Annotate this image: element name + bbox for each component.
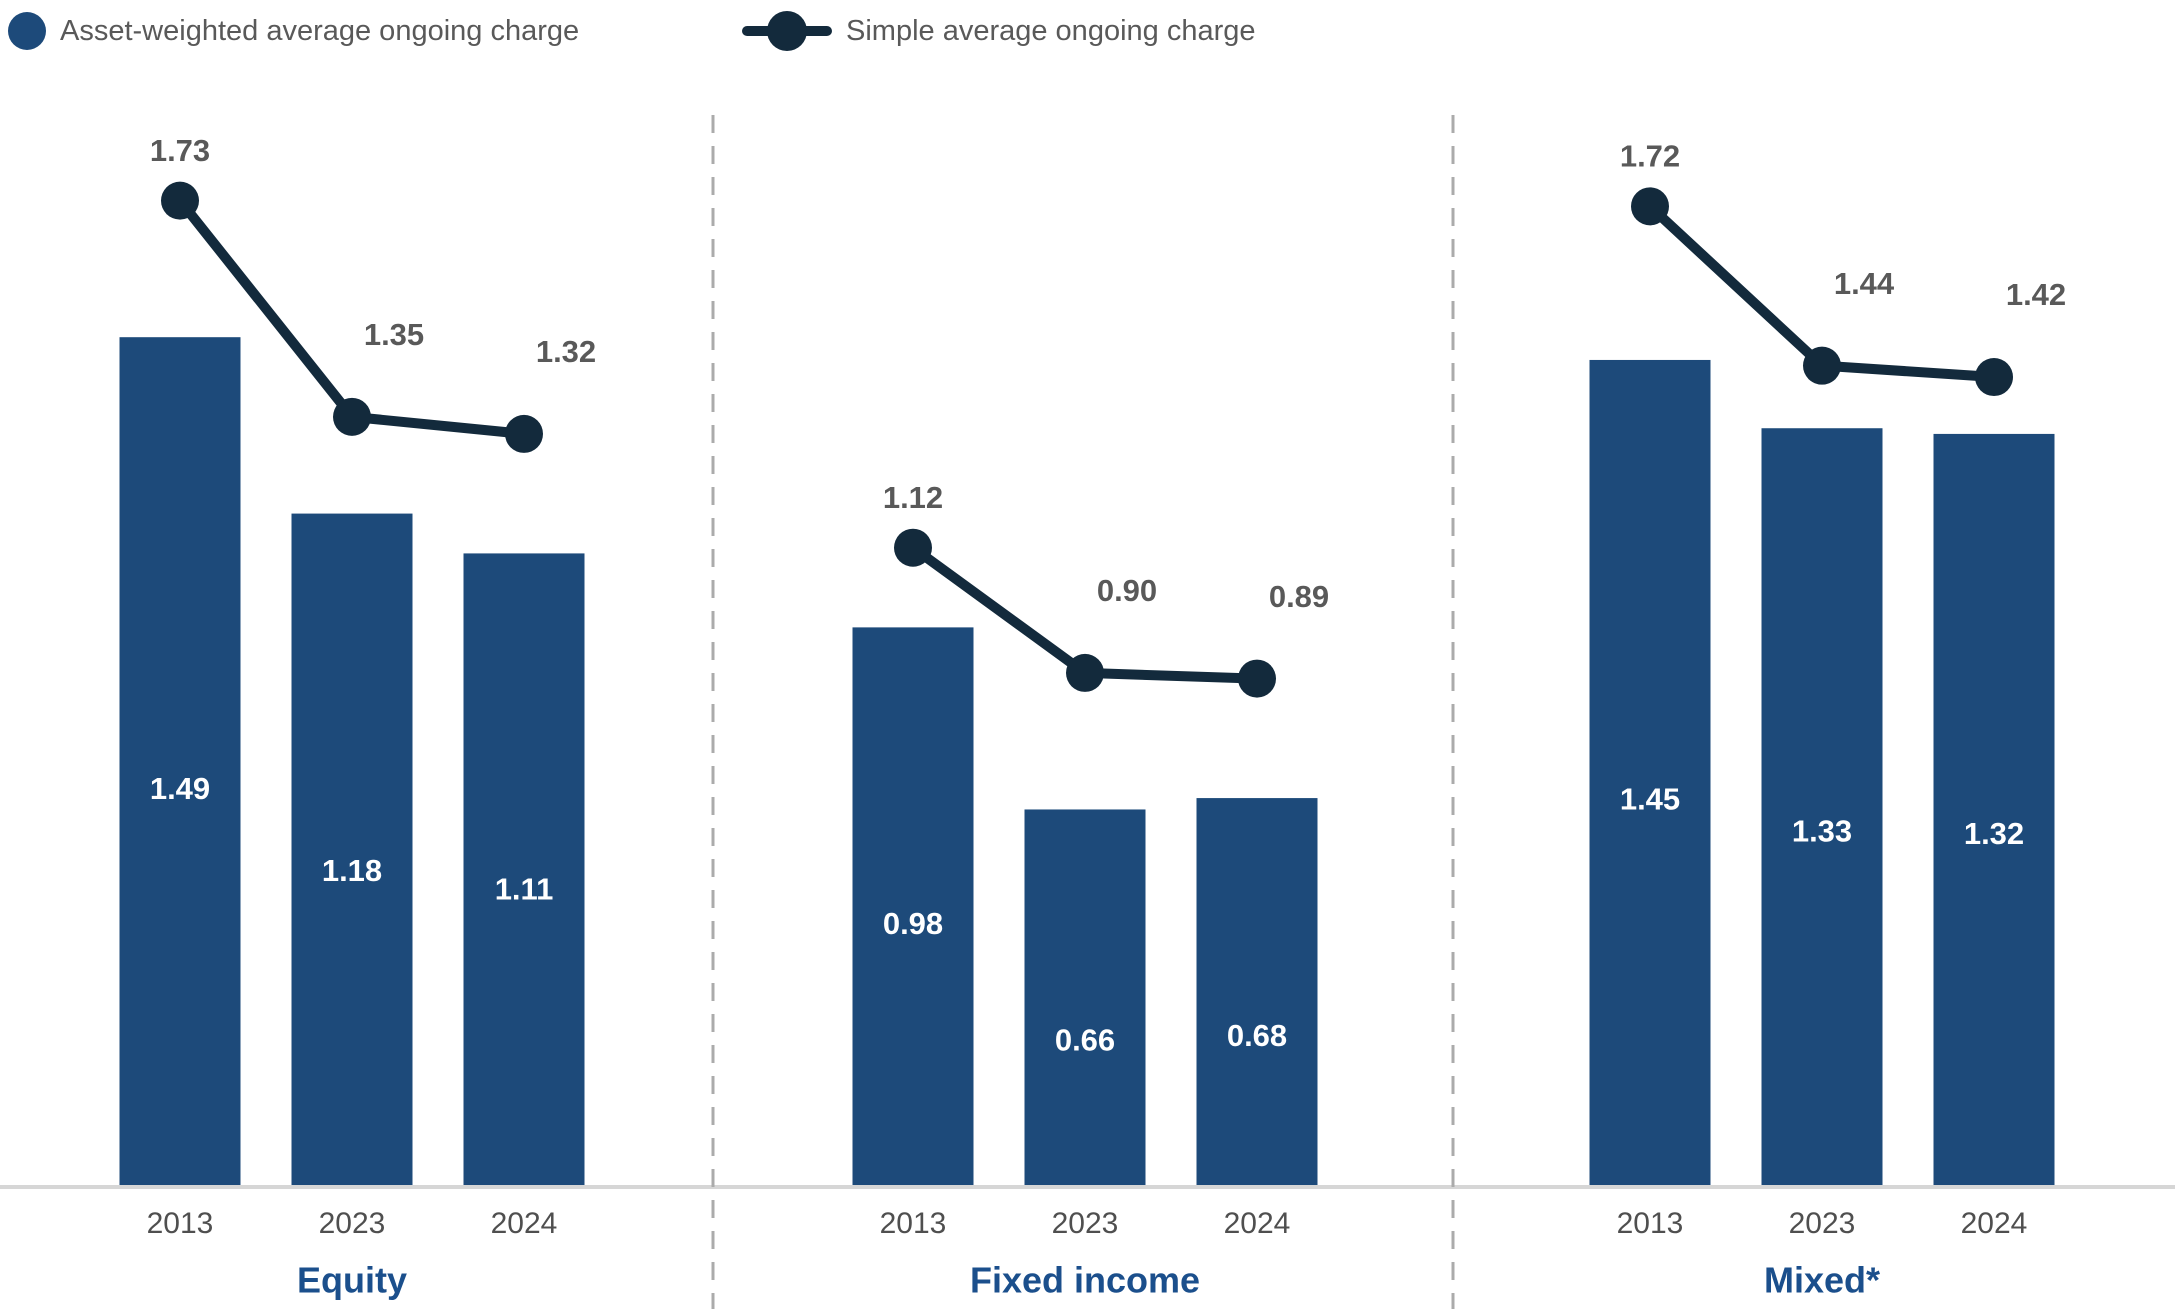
value-label-mixed-2013: 1.72 bbox=[1620, 139, 1680, 174]
value-label-fixed-income-2024: 0.89 bbox=[1269, 579, 1329, 614]
bar-value-label-fixed-income-2024: 0.68 bbox=[1227, 1018, 1287, 1053]
bar-fixed-income-2023 bbox=[1024, 809, 1146, 1185]
bar-equity-2024 bbox=[463, 553, 585, 1185]
legend: Asset-weighted average ongoing charge Si… bbox=[0, 0, 2175, 62]
year-label-equity-2023: 2023 bbox=[319, 1207, 386, 1240]
dot-fixed-income-2024 bbox=[1238, 659, 1276, 698]
category-label-equity: Equity bbox=[297, 1260, 407, 1301]
category-label-fixed-income: Fixed income bbox=[970, 1260, 1200, 1301]
value-label-equity-2024: 1.32 bbox=[536, 334, 596, 369]
value-label-mixed-2023: 1.44 bbox=[1834, 266, 1895, 301]
value-label-mixed-2024: 1.42 bbox=[2006, 277, 2066, 312]
bar-mixed-2023 bbox=[1761, 428, 1883, 1186]
value-label-equity-2023: 1.35 bbox=[364, 317, 424, 352]
bar-mixed-2013 bbox=[1589, 359, 1711, 1185]
bar-equity-2023 bbox=[291, 513, 413, 1185]
dot-mixed-2024 bbox=[1975, 358, 2013, 397]
bar-value-label-mixed-2013: 1.45 bbox=[1620, 782, 1680, 817]
bar-value-label-fixed-income-2023: 0.66 bbox=[1055, 1022, 1115, 1057]
legend-label-asset-weighted: Asset-weighted average ongoing charge bbox=[60, 14, 580, 47]
dot-equity-2023 bbox=[333, 397, 371, 436]
bar-swatch-icon bbox=[8, 12, 46, 50]
bar-value-label-mixed-2023: 1.33 bbox=[1792, 813, 1852, 848]
bar-mixed-2024 bbox=[1933, 433, 2055, 1185]
legend-label-simple-average: Simple average ongoing charge bbox=[846, 14, 1256, 47]
year-label-mixed-2024: 2024 bbox=[1961, 1207, 2028, 1240]
dot-fixed-income-2023 bbox=[1066, 653, 1104, 692]
value-label-fixed-income-2013: 1.12 bbox=[883, 480, 943, 515]
bar-value-label-fixed-income-2013: 0.98 bbox=[883, 906, 943, 941]
year-label-mixed-2013: 2013 bbox=[1617, 1207, 1684, 1240]
dot-equity-2013 bbox=[161, 181, 199, 220]
legend-item-asset-weighted: Asset-weighted average ongoing charge bbox=[8, 0, 579, 62]
x-axis-line bbox=[0, 1185, 2175, 1189]
bar-value-label-equity-2024: 1.11 bbox=[495, 871, 554, 906]
bar-equity-2013 bbox=[119, 337, 241, 1185]
dot-mixed-2023 bbox=[1803, 346, 1841, 385]
value-label-equity-2013: 1.73 bbox=[150, 133, 210, 168]
line-marker-icon bbox=[742, 10, 832, 52]
legend-item-simple-average: Simple average ongoing charge bbox=[742, 0, 1256, 62]
bar-fixed-income-2024 bbox=[1196, 798, 1318, 1185]
year-label-equity-2013: 2013 bbox=[147, 1207, 214, 1240]
category-label-mixed: Mixed* bbox=[1764, 1260, 1880, 1301]
dot-mixed-2013 bbox=[1631, 187, 1669, 226]
year-label-fixed-income-2013: 2013 bbox=[880, 1207, 947, 1240]
dot-equity-2024 bbox=[505, 414, 543, 453]
year-label-mixed-2023: 2023 bbox=[1789, 1207, 1856, 1240]
dot-fixed-income-2013 bbox=[894, 528, 932, 567]
bar-value-label-equity-2023: 1.18 bbox=[322, 853, 382, 888]
year-label-fixed-income-2024: 2024 bbox=[1224, 1207, 1291, 1240]
value-label-fixed-income-2023: 0.90 bbox=[1097, 573, 1157, 608]
year-label-fixed-income-2023: 2023 bbox=[1052, 1207, 1119, 1240]
bar-value-label-mixed-2024: 1.32 bbox=[1964, 816, 2024, 851]
year-label-equity-2024: 2024 bbox=[491, 1207, 558, 1240]
bar-fixed-income-2013 bbox=[852, 627, 974, 1185]
bar-value-label-equity-2013: 1.49 bbox=[150, 771, 210, 806]
